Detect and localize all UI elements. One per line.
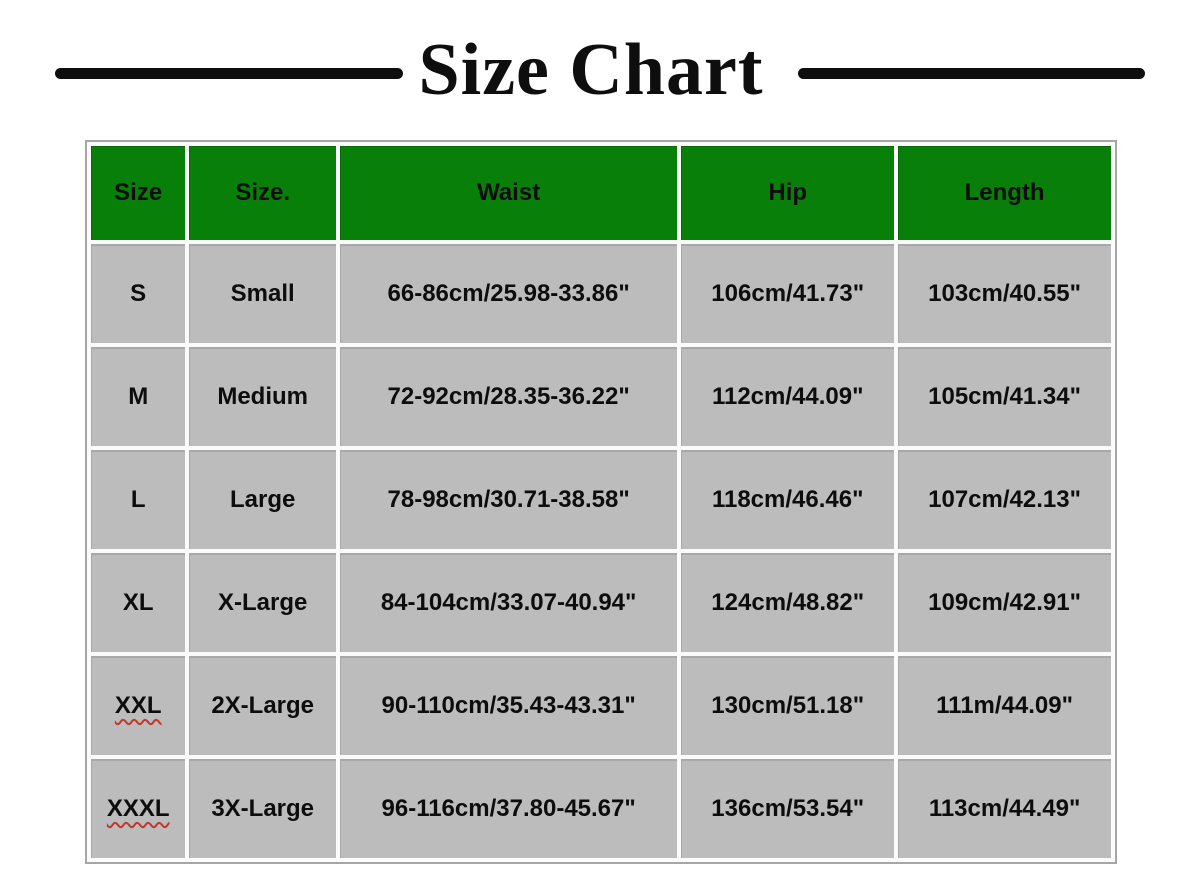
title-divider-right xyxy=(797,67,1145,79)
length-cell: 105cm/41.34" xyxy=(898,347,1111,446)
size-name-cell: 2X-Large xyxy=(189,656,336,755)
waist-cell: 90-110cm/35.43-43.31" xyxy=(339,656,678,755)
table-row: XL X-Large 84-104cm/33.07-40.94" 124cm/48.8… xyxy=(91,553,1111,652)
size-code-cell: M xyxy=(91,347,186,446)
title-banner: Size Chart xyxy=(0,18,1200,128)
size-name-cell: Large xyxy=(189,450,336,549)
hip-cell: 106cm/41.73" xyxy=(681,244,895,343)
hip-cell: 136cm/53.54" xyxy=(681,759,895,858)
length-cell: 103cm/40.55" xyxy=(898,244,1111,343)
size-table-header: Size Size. Waist Hip Length xyxy=(91,146,1111,240)
length-cell: 109cm/42.91" xyxy=(898,553,1111,652)
table-row: S Small 66-86cm/25.98-33.86" 106cm/41.73" 10… xyxy=(91,244,1111,343)
waist-cell: 84-104cm/33.07-40.94" xyxy=(339,553,678,652)
waist-cell: 78-98cm/30.71-38.58" xyxy=(339,450,678,549)
size-table-container: Size Size. Waist Hip Length S Small 66-86c… xyxy=(85,140,1117,864)
hip-cell: 118cm/46.46" xyxy=(681,450,895,549)
table-row: M Medium 72-92cm/28.35-36.22" 112cm/44.09" 1… xyxy=(91,347,1111,446)
size-code-cell: L xyxy=(91,450,186,549)
size-code-cell: S xyxy=(91,244,186,343)
waist-cell: 72-92cm/28.35-36.22" xyxy=(339,347,678,446)
misspelled-size-text: XXXL xyxy=(106,794,170,822)
waist-cell: 66-86cm/25.98-33.86" xyxy=(339,244,678,343)
header-size-name: Size. xyxy=(189,146,336,240)
size-table: Size Size. Waist Hip Length S Small 66-86c… xyxy=(85,140,1117,864)
header-length: Length xyxy=(898,146,1111,240)
title-divider-left xyxy=(55,67,403,79)
size-name-cell: Small xyxy=(189,244,336,343)
size-name-cell: X-Large xyxy=(189,553,336,652)
header-row: Size Size. Waist Hip Length xyxy=(91,146,1111,240)
hip-cell: 124cm/48.82" xyxy=(681,553,895,652)
misspelled-size-text: XXL xyxy=(114,691,162,719)
hip-cell: 130cm/51.18" xyxy=(681,656,895,755)
size-code-cell: XXXL xyxy=(91,759,186,858)
size-name-cell: 3X-Large xyxy=(189,759,336,858)
header-hip: Hip xyxy=(681,146,895,240)
size-code-cell: XXL xyxy=(91,656,186,755)
size-table-body: S Small 66-86cm/25.98-33.86" 106cm/41.73" 10… xyxy=(91,244,1111,858)
length-cell: 107cm/42.13" xyxy=(898,450,1111,549)
table-row: L Large 78-98cm/30.71-38.58" 118cm/46.46" 10… xyxy=(91,450,1111,549)
table-row: XXL 2X-Large 90-110cm/35.43-43.31" 130cm/51… xyxy=(91,656,1111,755)
length-cell: 111m/44.09" xyxy=(898,656,1111,755)
size-code-cell: XL xyxy=(91,553,186,652)
page-title: Size Chart xyxy=(418,29,764,111)
size-name-cell: Medium xyxy=(189,347,336,446)
header-size-code: Size xyxy=(91,146,186,240)
header-waist: Waist xyxy=(339,146,678,240)
table-row: XXXL 3X-Large 96-116cm/37.80-45.67" 136cm/5… xyxy=(91,759,1111,858)
hip-cell: 112cm/44.09" xyxy=(681,347,895,446)
waist-cell: 96-116cm/37.80-45.67" xyxy=(339,759,678,858)
length-cell: 113cm/44.49" xyxy=(898,759,1111,858)
